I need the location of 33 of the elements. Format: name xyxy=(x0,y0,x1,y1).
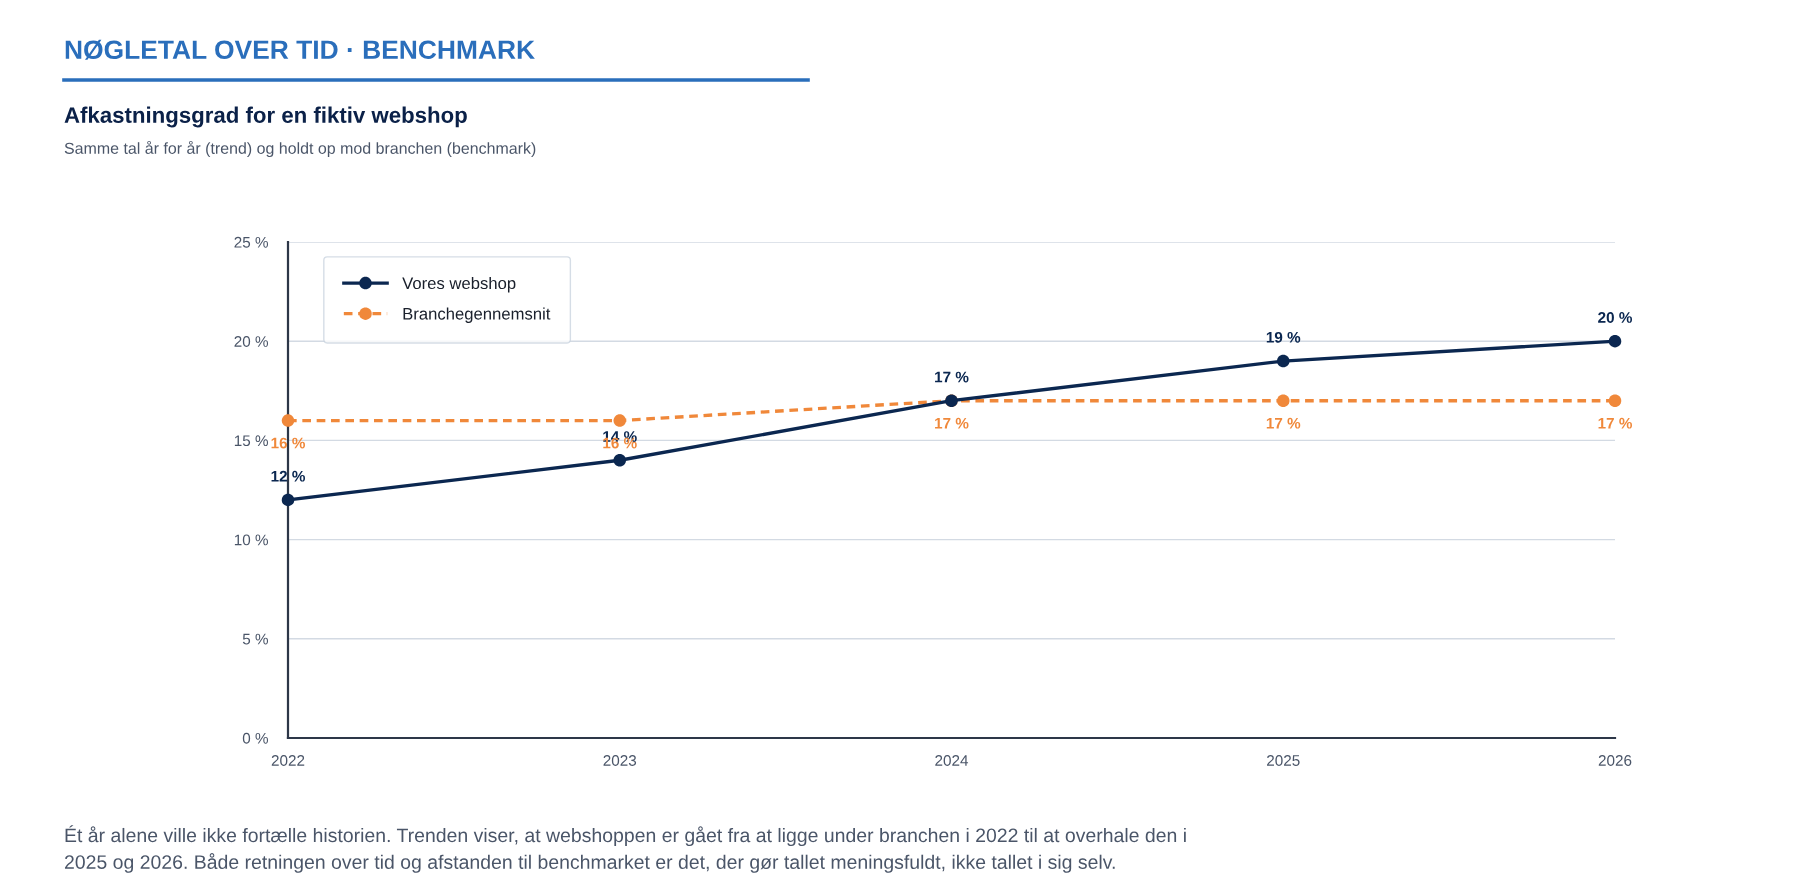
x-tick-label: 2026 xyxy=(1598,755,1632,766)
y-tick-label: 10 % xyxy=(234,534,269,546)
text: Ét år alene ville ikke fortælle historien. Trenden viser, at webshoppen er gået fra at ligge under branchen i 2022 til at overhale den i 2025 og 2026. Både retningen over tid og afstanden til benchmarket er det, der gør tallet meningsfuldt, ikke tallet i sig selv. xyxy=(64,825,1186,873)
point xyxy=(1608,394,1622,407)
point xyxy=(1277,354,1290,368)
y-tick-label: 25 % xyxy=(234,236,269,248)
data-label: 19 % xyxy=(1266,331,1301,343)
y-tick-label: 5 % xyxy=(242,633,269,645)
data-label: 12 % xyxy=(271,470,306,482)
point xyxy=(281,414,295,427)
y-tick-label: 0 % xyxy=(242,732,269,744)
point xyxy=(281,493,295,507)
text: NØGLETAL OVER TID · BENCHMARK xyxy=(65,39,535,60)
x-tick-label: 2025 xyxy=(1267,755,1300,766)
data-label: 17 % xyxy=(1266,417,1301,429)
point xyxy=(1608,334,1622,348)
x-tick-label: 2022 xyxy=(271,755,305,766)
x-tick-label: 2023 xyxy=(603,755,637,766)
x-tick-label: 2024 xyxy=(935,755,969,766)
point xyxy=(613,453,626,467)
point xyxy=(613,414,626,427)
data-label: 16 % xyxy=(271,437,306,449)
data-label: 17 % xyxy=(1598,417,1633,429)
y-tick-label: 20 % xyxy=(234,336,269,347)
y-tick-label: 15 % xyxy=(234,435,269,447)
data-label: 17 % xyxy=(935,417,969,429)
chart-title: Afkastningsgrad for en fiktiv webshop xyxy=(64,106,467,128)
legend-label: Vores webshop xyxy=(402,276,516,293)
legend-label: Branchegennemsnit xyxy=(403,307,551,323)
chart-subtitle: Samme tal år for år (trend) og holdt op mod branchen (benchmark) xyxy=(64,140,536,158)
data-label: 20 % xyxy=(1598,312,1633,323)
point xyxy=(1277,394,1290,407)
data-label: 17 % xyxy=(935,371,969,383)
